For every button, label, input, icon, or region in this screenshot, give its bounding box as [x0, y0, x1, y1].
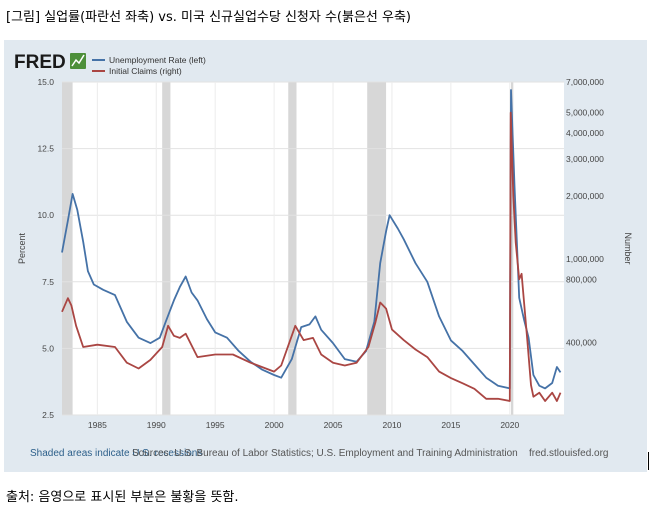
y-right-tick-label: 4,000,000: [566, 128, 604, 138]
y-right-tick-label: 2,000,000: [566, 191, 604, 201]
y-left-tick-label: 5.0: [42, 343, 54, 353]
x-tick-label: 2005: [324, 420, 343, 430]
series-line: [61, 111, 562, 402]
x-tick-label: 1995: [206, 420, 225, 430]
y-left-tick-label: 12.5: [37, 144, 54, 154]
recession-band: [62, 82, 73, 415]
recession-band: [162, 82, 171, 415]
y-right-tick-label: 7,000,000: [566, 77, 604, 87]
fred-logo-graph-icon-line: [71, 54, 85, 67]
figure-caption-top: [그림] 실업률(파란선 좌축) vs. 미국 신규실업수당 신청자 수(붉은선…: [6, 10, 412, 25]
x-tick-label: 1985: [88, 420, 107, 430]
y-left-tick-label: 2.5: [42, 410, 54, 420]
y-right-axis-label: Number: [623, 232, 633, 264]
figure-caption-bottom: 출처: 음영으로 표시된 부분은 불황을 뜻함.: [6, 490, 239, 505]
legend-label: Initial Claims (right): [109, 66, 182, 76]
y-left-tick-label: 10.0: [37, 210, 54, 220]
y-left-tick-label: 15.0: [37, 77, 54, 87]
fred-chart-panel: 2.5 5.0 7.5 10.0 12.5 15.0 1985 1990 1995 2000 200…: [4, 40, 647, 472]
recession-band: [288, 82, 297, 415]
plot-area: [62, 82, 564, 415]
y-left-axis-label: Percent: [17, 232, 27, 264]
x-tick-label: 2010: [382, 420, 401, 430]
y-right-tick-label: 3,000,000: [566, 154, 604, 164]
x-tick-label: 2020: [500, 420, 519, 430]
fred-chart: 2.5 5.0 7.5 10.0 12.5 15.0 1985 1990 1995 2000 200…: [14, 52, 633, 459]
data-source: Sources: U.S. Bureau of Labor Statistics…: [132, 448, 518, 459]
legend-label: Unemployment Rate (left): [109, 55, 206, 65]
y-right-tick-label: 1,000,000: [566, 254, 604, 264]
x-tick-label: 2015: [441, 420, 460, 430]
text-cursor: [648, 452, 649, 470]
y-right-tick-label: 5,000,000: [566, 108, 604, 118]
y-left-tick-label: 7.5: [42, 277, 54, 287]
y-right-tick-label: 800,000: [566, 274, 597, 284]
x-tick-label: 1990: [147, 420, 166, 430]
recession-note: Shaded areas indicate U.S. recessions: [30, 448, 202, 459]
recession-band: [510, 82, 514, 415]
y-right-tick-label: 400,000: [566, 337, 597, 347]
fred-logo: FRED: [14, 52, 66, 73]
x-tick-label: 2000: [265, 420, 284, 430]
fred-url: fred.stlouisfed.org: [529, 448, 609, 459]
